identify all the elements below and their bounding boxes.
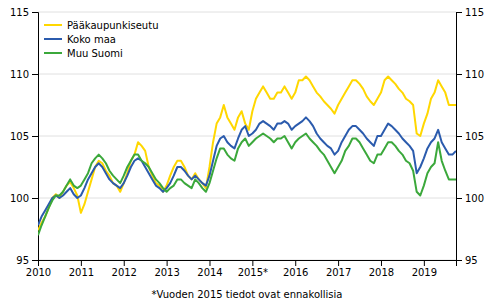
chart: 2010 2011 2012 2013 2014 2015* 2016 2017 2018 201… — [0, 0, 494, 304]
grid-line — [38, 198, 456, 199]
legend-label: Koko maa — [67, 34, 116, 45]
tick: 2010 — [26, 260, 51, 278]
axis-line — [32, 13, 39, 261]
tick-label: 100 — [10, 193, 29, 204]
tick-label: 2010 — [26, 267, 51, 278]
legend-label: Pääkaupunkiseutu — [67, 20, 158, 31]
legend-label: Muu Suomi — [67, 48, 123, 59]
tick-mark — [32, 136, 38, 137]
tick-label: 110 — [10, 69, 29, 80]
tick-label: 95 — [16, 255, 29, 266]
tick: 95 — [16, 255, 38, 266]
y-axis: 95 100 105 110 115 — [10, 7, 39, 266]
tick-label: 115 — [465, 7, 484, 18]
tick-mark — [456, 74, 462, 75]
plot: 2010 2011 2012 2013 2014 2015* 2016 2017 2018 201… — [10, 7, 484, 278]
tick: 110 — [456, 69, 484, 80]
axis-line — [457, 13, 463, 261]
legend-swatch — [44, 24, 62, 26]
series-line — [38, 76, 456, 230]
tick-mark — [32, 260, 38, 261]
footnote: *Vuoden 2015 tiedot ovat ennakollisia — [152, 289, 343, 300]
tick-label: 115 — [10, 7, 29, 18]
tick: 2015* — [238, 260, 268, 278]
tick-label: 2012 — [112, 267, 137, 278]
tick-mark — [456, 12, 462, 13]
tick: 105 — [456, 131, 484, 142]
tick-mark — [32, 74, 38, 75]
tick-label: 95 — [465, 255, 478, 266]
grid — [38, 12, 456, 260]
tick: 110 — [10, 69, 38, 80]
tick: 2014 — [197, 260, 222, 278]
tick-mark — [124, 260, 125, 266]
tick: 2019 — [412, 260, 437, 278]
tick-label: 2013 — [154, 267, 179, 278]
tick: 2017 — [326, 260, 351, 278]
tick: 2016 — [283, 260, 308, 278]
grid-line — [38, 136, 456, 137]
tick-mark — [81, 260, 82, 266]
axis-line — [39, 261, 457, 267]
series-line — [38, 117, 456, 225]
tick: 105 — [10, 131, 38, 142]
tick-mark — [456, 198, 462, 199]
tick-mark — [295, 260, 296, 266]
x-axis: 2010 2011 2012 2013 2014 2015* 2016 2017 2018 201… — [26, 260, 457, 278]
tick-label: 110 — [465, 69, 484, 80]
tick-label: 100 — [465, 193, 484, 204]
tick-label: 2019 — [412, 267, 437, 278]
tick-label: 2011 — [69, 267, 94, 278]
tick-mark — [209, 260, 210, 266]
tick-mark — [32, 12, 38, 13]
lines — [38, 76, 456, 235]
tick: 2012 — [112, 260, 137, 278]
tick-mark — [252, 260, 253, 266]
tick-label: 2017 — [326, 267, 351, 278]
tick: 2018 — [369, 260, 394, 278]
tick-label: 2015* — [238, 267, 268, 278]
tick-label: 2016 — [283, 267, 308, 278]
y2-axis: 95 100 105 110 115 — [456, 7, 484, 266]
tick-mark — [338, 260, 339, 266]
tick-mark — [456, 260, 462, 261]
series-line — [38, 134, 456, 236]
tick-mark — [32, 198, 38, 199]
tick: 2013 — [154, 260, 179, 278]
grid-line — [38, 74, 456, 75]
tick-mark — [456, 136, 462, 137]
tick-mark — [167, 260, 168, 266]
legend-swatch — [44, 38, 62, 40]
grid-line — [38, 12, 456, 13]
tick-label: 105 — [465, 131, 484, 142]
tick-label: 2018 — [369, 267, 394, 278]
tick: 95 — [456, 255, 478, 266]
tick: 2011 — [69, 260, 94, 278]
legend-item: Pääkaupunkiseutu — [44, 20, 158, 31]
legend-swatch — [44, 52, 62, 54]
tick-mark — [424, 260, 425, 266]
tick-label: 2014 — [197, 267, 222, 278]
tick: 100 — [456, 193, 484, 204]
tick: 100 — [10, 193, 38, 204]
legend: Pääkaupunkiseutu Koko maa Muu Suomi — [44, 20, 158, 59]
tick-label: 105 — [10, 131, 29, 142]
tick-mark — [381, 260, 382, 266]
legend-item: Muu Suomi — [44, 48, 123, 59]
tick: 115 — [456, 7, 484, 18]
legend-item: Koko maa — [44, 34, 116, 45]
tick: 115 — [10, 7, 38, 18]
